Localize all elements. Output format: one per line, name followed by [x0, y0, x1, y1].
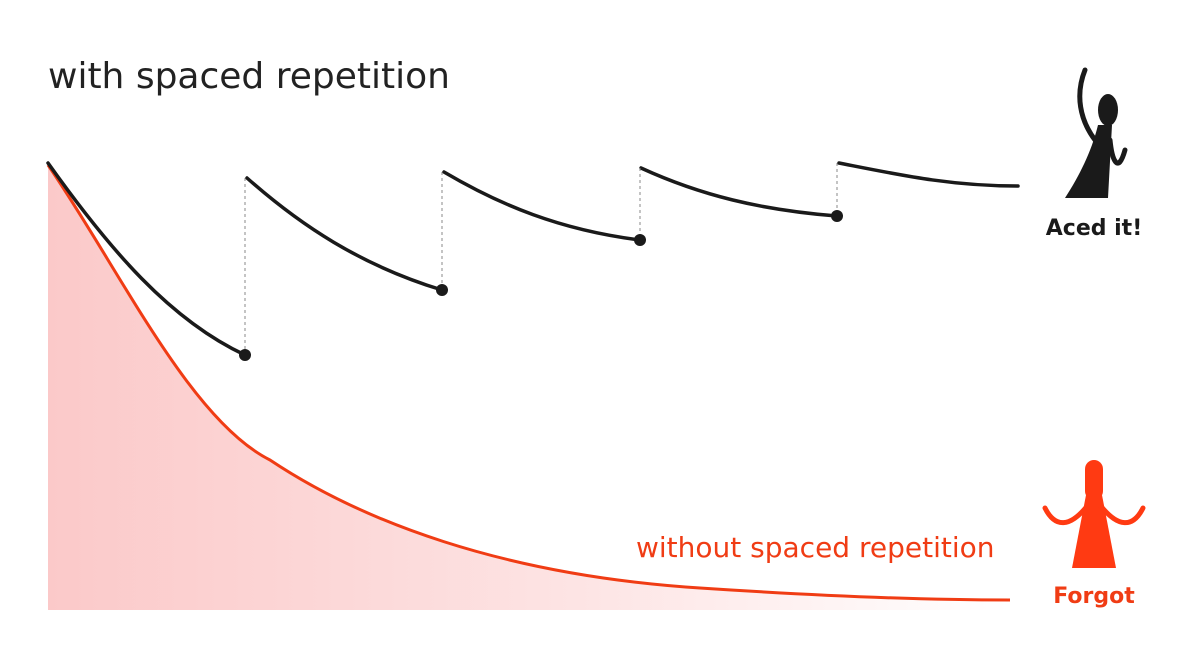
- aced-label: Aced it!: [1046, 216, 1143, 241]
- forgetting-curve: [46, 164, 1011, 602]
- review-dots: [239, 210, 843, 361]
- forgot-figure: [1042, 460, 1146, 568]
- forgot-label: Forgot: [1053, 584, 1135, 609]
- repetition-curves: [46, 161, 1020, 357]
- curve-label: without spaced repetition: [636, 531, 995, 564]
- review-lines: [244, 163, 838, 355]
- forgetting-area: [48, 165, 1010, 610]
- aced-figure: [1065, 67, 1128, 198]
- title: with spaced repetition: [48, 56, 450, 97]
